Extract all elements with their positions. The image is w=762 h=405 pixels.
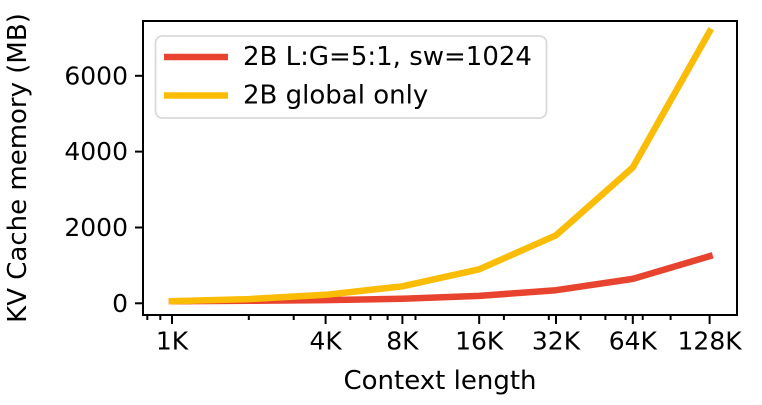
x-tick-label: 1K (156, 327, 189, 356)
y-tick-label: 0 (112, 289, 128, 318)
series-line-1 (168, 27, 715, 305)
x-tick-label: 16K (455, 327, 504, 356)
legend-box (154, 35, 548, 119)
x-tick-label: 128K (678, 327, 743, 356)
x-axis-label: Context length (344, 366, 537, 396)
legend-label-0: 2B L:G=5:1, sw=1024 (243, 42, 532, 72)
plot-spines (142, 20, 738, 316)
legend: 2B L:G=5:1, sw=1024 2B global only (154, 35, 548, 119)
x-tick-label: 64K (609, 327, 658, 356)
y-tick-label: 2000 (64, 213, 128, 242)
y-tick-label: 4000 (64, 137, 128, 166)
x-tick-label: 32K (532, 327, 581, 356)
legend-label-1: 2B global only (243, 81, 428, 111)
y-axis-label: KV Cache memory (MB) (3, 13, 33, 323)
x-tick-label: 4K (309, 327, 342, 356)
x-tick-label: 8K (386, 327, 419, 356)
y-tick-label: 6000 (64, 61, 128, 90)
